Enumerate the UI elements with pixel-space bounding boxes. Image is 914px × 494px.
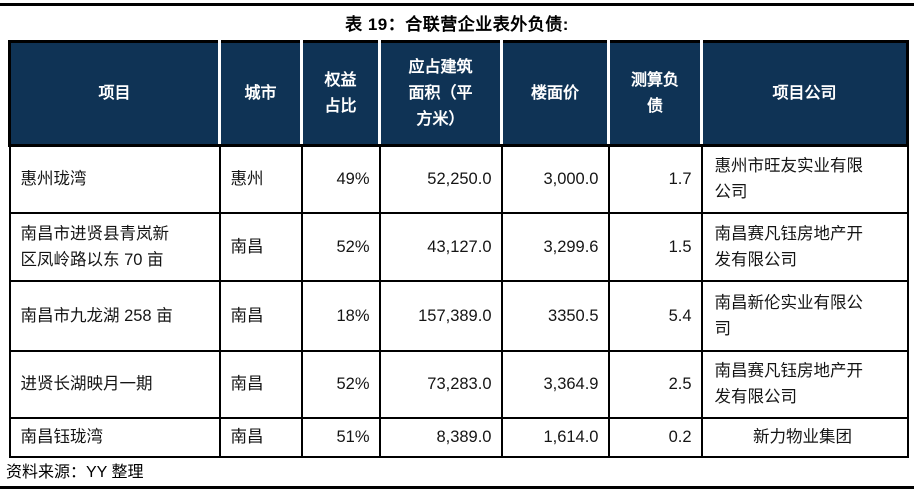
cell-floor-price: 3350.5 xyxy=(500,279,610,352)
col-header-floor-price: 楼面价 xyxy=(500,40,610,147)
cell-project: 南昌市进贤县青岚新 区凤岭路以东 70 亩 xyxy=(8,211,221,282)
cell-floor-price: 3,000.0 xyxy=(500,144,610,214)
table-row: 南昌市进贤县青岚新 区凤岭路以东 70 亩 南昌 52% 43,127.0 3,… xyxy=(8,211,909,282)
table-row: 进贤长湖映月一期 南昌 52% 73,283.0 3,364.9 2.5 南昌赛… xyxy=(8,349,909,419)
cell-estimated-debt: 1.7 xyxy=(607,144,703,214)
cell-estimated-debt: 5.4 xyxy=(607,279,703,352)
cell-equity-ratio: 49% xyxy=(300,144,381,214)
cell-project: 南昌市九龙湖 258 亩 xyxy=(8,279,221,352)
cell-area: 52,250.0 xyxy=(378,144,503,214)
cell-project-company: 惠州市旺友实业有限 公司 xyxy=(700,144,909,214)
top-divider-rule xyxy=(0,3,914,6)
cell-project-company: 南昌赛凡钰房地产开 发有限公司 xyxy=(700,349,909,419)
cell-city: 南昌 xyxy=(218,279,303,352)
cell-area: 157,389.0 xyxy=(378,279,503,352)
cell-project: 南昌钰珑湾 xyxy=(8,416,221,458)
cell-area: 73,283.0 xyxy=(378,349,503,419)
cell-city: 南昌 xyxy=(218,211,303,282)
cell-floor-price: 3,299.6 xyxy=(500,211,610,282)
source-note: 资料来源：YY 整理 xyxy=(6,464,144,481)
cell-equity-ratio: 51% xyxy=(300,416,381,458)
col-header-area: 应占建筑 面积（平 方米） xyxy=(378,40,503,147)
cell-project-company: 南昌新伦实业有限公 司 xyxy=(700,279,909,352)
bottom-divider-rule xyxy=(0,486,914,489)
cell-floor-price: 1,614.0 xyxy=(500,416,610,458)
cell-floor-price: 3,364.9 xyxy=(500,349,610,419)
cell-project: 惠州珑湾 xyxy=(8,144,221,214)
col-header-equity-ratio: 权益 占比 xyxy=(300,40,381,147)
cell-equity-ratio: 52% xyxy=(300,349,381,419)
col-header-estimated-debt: 测算负 债 xyxy=(607,40,703,147)
cell-equity-ratio: 52% xyxy=(300,211,381,282)
cell-estimated-debt: 1.5 xyxy=(607,211,703,282)
cell-estimated-debt: 0.2 xyxy=(607,416,703,458)
cell-project-company: 新力物业集团 xyxy=(700,416,909,458)
cell-area: 8,389.0 xyxy=(378,416,503,458)
cell-area: 43,127.0 xyxy=(378,211,503,282)
cell-project-company: 南昌赛凡钰房地产开 发有限公司 xyxy=(700,211,909,282)
table-row: 南昌钰珑湾 南昌 51% 8,389.0 1,614.0 0.2 新力物业集团 xyxy=(8,416,909,458)
table-header-row: 项目 城市 权益 占比 应占建筑 面积（平 方米） 楼面价 测算负 债 项目公司 xyxy=(8,40,909,147)
cell-city: 南昌 xyxy=(218,416,303,458)
cell-equity-ratio: 18% xyxy=(300,279,381,352)
table-title: 表 19：合联营企业表外负债: xyxy=(345,15,569,34)
cell-city: 南昌 xyxy=(218,349,303,419)
table-row: 南昌市九龙湖 258 亩 南昌 18% 157,389.0 3350.5 5.4… xyxy=(8,279,909,352)
col-header-project: 项目 xyxy=(8,40,221,147)
cell-project: 进贤长湖映月一期 xyxy=(8,349,221,419)
col-header-project-company: 项目公司 xyxy=(700,40,909,147)
cell-city: 惠州 xyxy=(218,144,303,214)
cell-estimated-debt: 2.5 xyxy=(607,349,703,419)
table-row: 惠州珑湾 惠州 49% 52,250.0 3,000.0 1.7 惠州市旺友实业… xyxy=(8,144,909,214)
col-header-city: 城市 xyxy=(218,40,303,147)
liabilities-table: 项目 城市 权益 占比 应占建筑 面积（平 方米） 楼面价 测算负 债 项目公司… xyxy=(8,40,909,458)
